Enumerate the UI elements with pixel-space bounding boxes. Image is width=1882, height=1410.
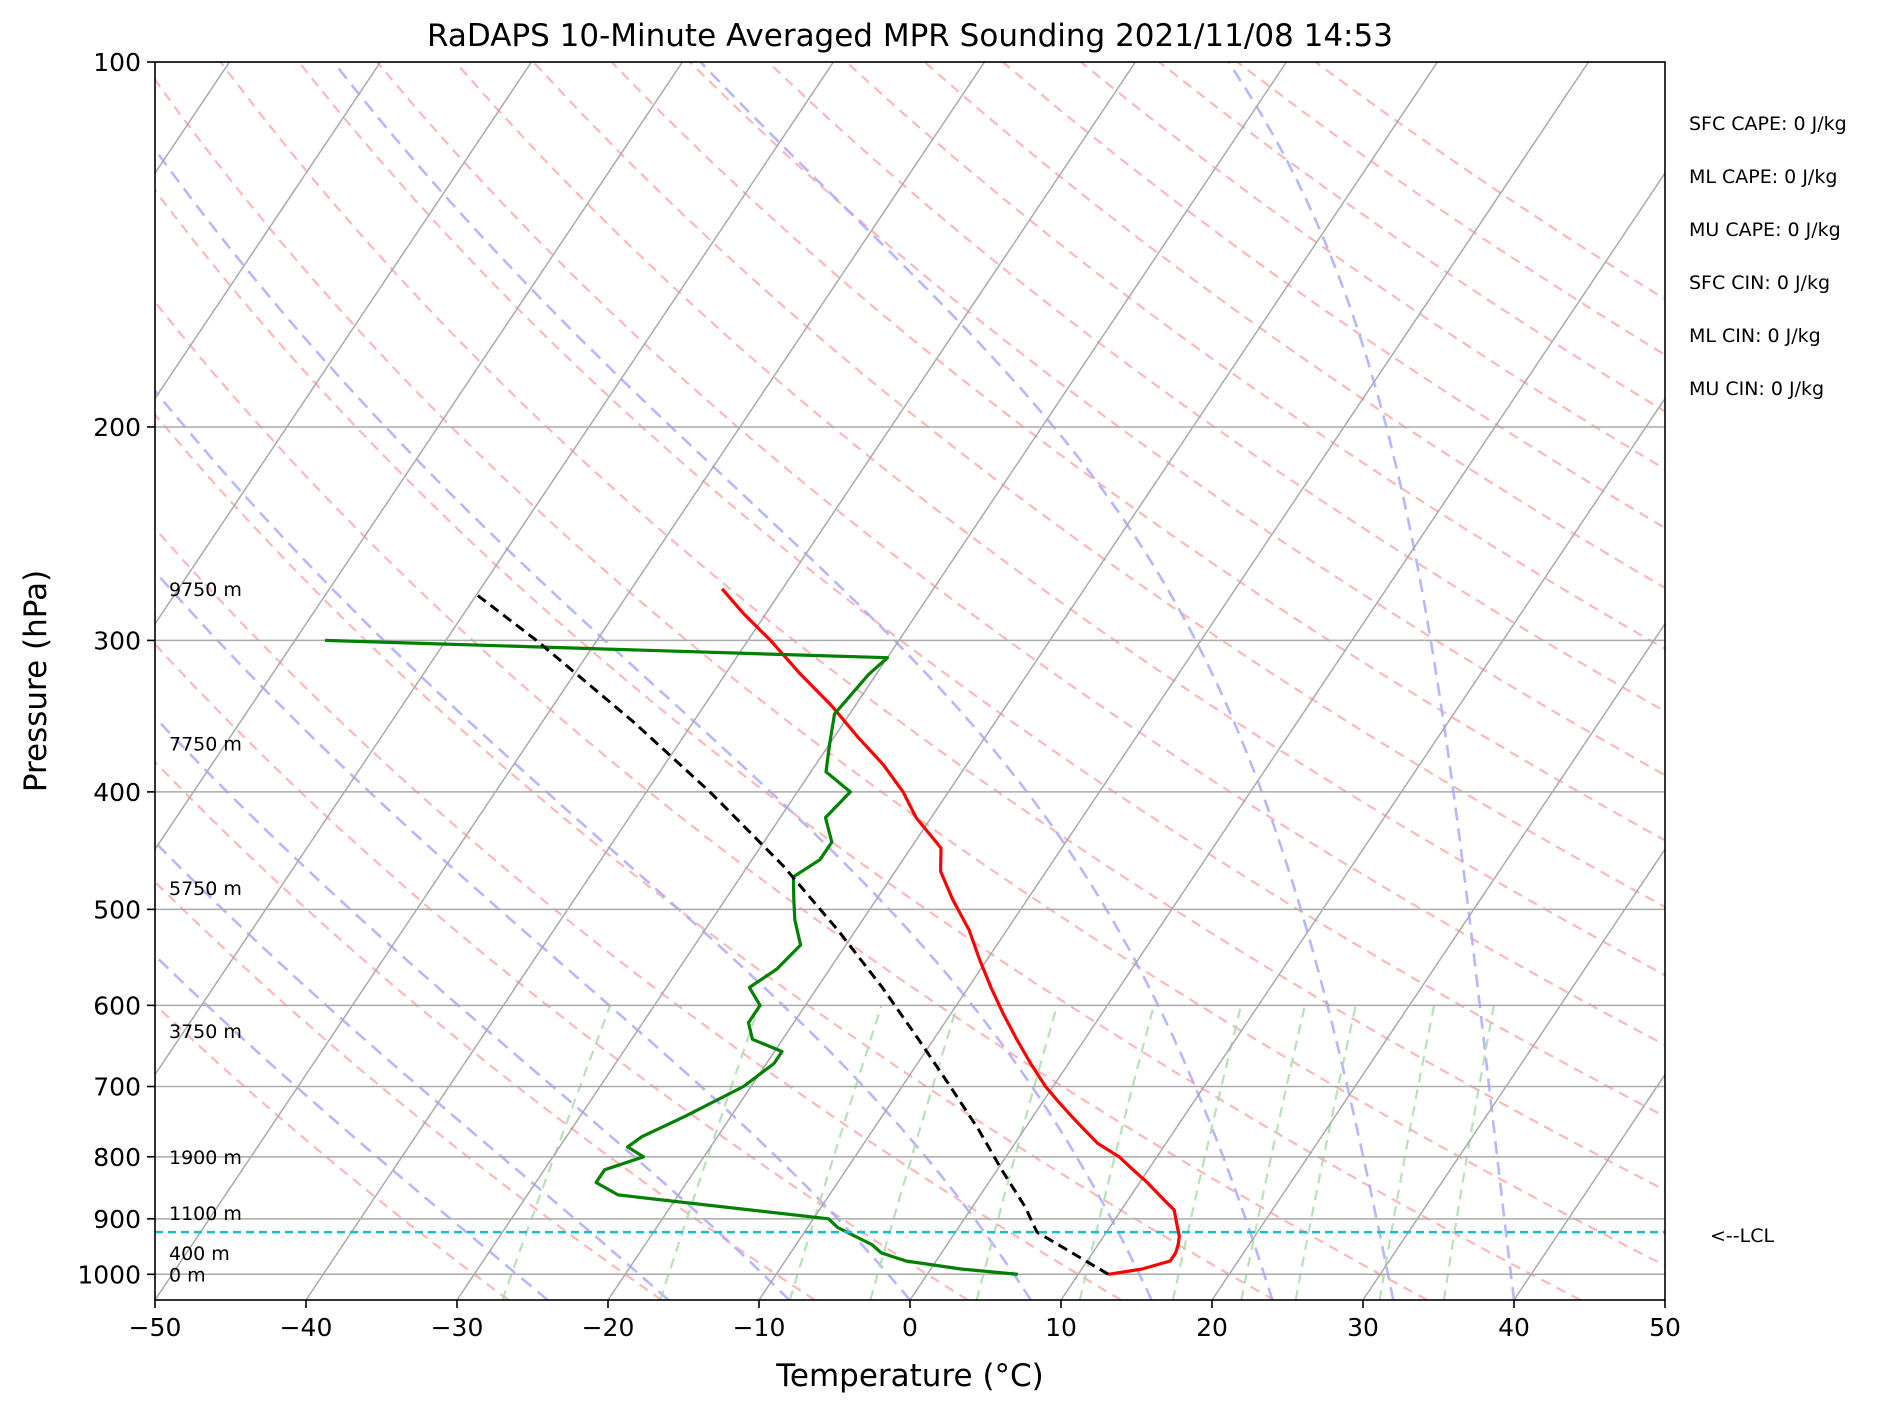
y-tick-label: 500 bbox=[93, 895, 141, 924]
x-tick-label: 50 bbox=[1649, 1313, 1681, 1342]
x-tick-label: 40 bbox=[1498, 1313, 1530, 1342]
height-label: 9750 m bbox=[169, 579, 242, 601]
stability-index-label: SFC CAPE: 0 J/kg bbox=[1689, 113, 1847, 135]
height-label: 400 m bbox=[169, 1243, 230, 1265]
height-label: 5750 m bbox=[169, 878, 242, 900]
x-axis-label: Temperature (°C) bbox=[775, 1358, 1044, 1394]
stability-index-label: ML CIN: 0 J/kg bbox=[1689, 325, 1821, 347]
stability-index-label: ML CAPE: 0 J/kg bbox=[1689, 166, 1837, 188]
y-tick-label: 700 bbox=[93, 1073, 141, 1102]
x-tick-label: 10 bbox=[1045, 1313, 1077, 1342]
chart-title: RaDAPS 10-Minute Averaged MPR Sounding 2… bbox=[427, 18, 1393, 54]
y-tick-label: 400 bbox=[93, 778, 141, 807]
height-label: 7750 m bbox=[169, 734, 242, 756]
x-tick-label: −20 bbox=[582, 1313, 635, 1342]
x-tick-label: 20 bbox=[1196, 1313, 1228, 1342]
stability-index-label: MU CAPE: 0 J/kg bbox=[1689, 219, 1841, 241]
y-tick-label: 100 bbox=[93, 48, 141, 77]
height-label: 3750 m bbox=[169, 1021, 242, 1043]
stability-index-label: MU CIN: 0 J/kg bbox=[1689, 378, 1824, 400]
lcl-label: <--LCL bbox=[1710, 1225, 1774, 1247]
y-tick-label: 800 bbox=[93, 1143, 141, 1172]
x-tick-label: −40 bbox=[280, 1313, 333, 1342]
y-tick-label: 200 bbox=[93, 413, 141, 442]
y-tick-label: 600 bbox=[93, 991, 141, 1020]
height-label: 1100 m bbox=[169, 1203, 242, 1225]
x-tick-label: −30 bbox=[431, 1313, 484, 1342]
x-tick-label: 0 bbox=[902, 1313, 918, 1342]
y-tick-label: 300 bbox=[93, 626, 141, 655]
y-tick-label: 1000 bbox=[77, 1260, 141, 1289]
x-tick-label: 30 bbox=[1347, 1313, 1379, 1342]
stability-index-label: SFC CIN: 0 J/kg bbox=[1689, 272, 1830, 294]
y-axis-label: Pressure (hPa) bbox=[18, 570, 54, 792]
x-tick-label: −50 bbox=[129, 1313, 182, 1342]
y-tick-label: 900 bbox=[93, 1205, 141, 1234]
x-tick-label: −10 bbox=[733, 1313, 786, 1342]
height-label: 0 m bbox=[169, 1264, 206, 1286]
height-label: 1900 m bbox=[169, 1147, 242, 1169]
